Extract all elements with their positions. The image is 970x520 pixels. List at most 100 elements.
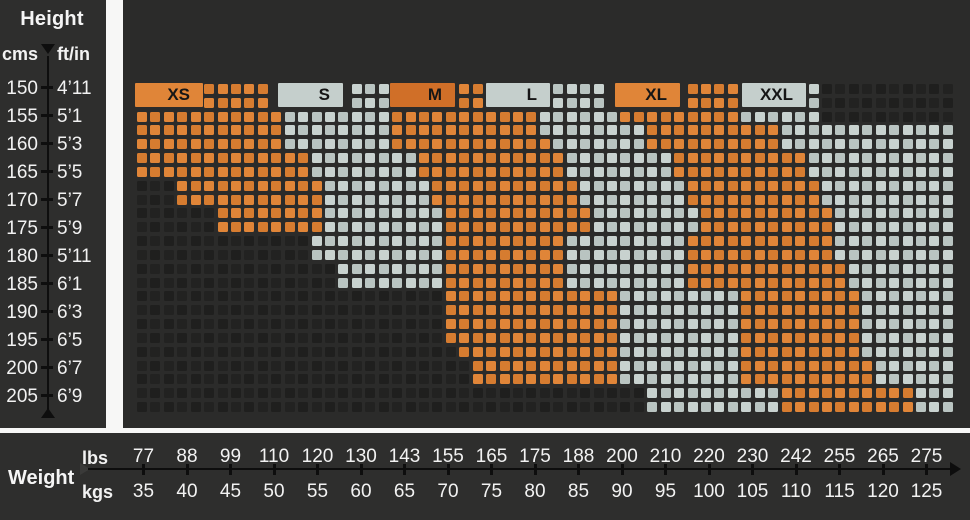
grid-cell	[593, 208, 604, 219]
grid-cell	[486, 125, 497, 136]
grid-cell	[741, 402, 752, 413]
height-unit-ftin: ft/in	[57, 44, 90, 64]
grid-cell	[392, 180, 403, 191]
grid-cell	[607, 332, 618, 343]
grid-cell	[486, 194, 497, 205]
grid-cell	[727, 194, 738, 205]
grid-cell	[821, 125, 832, 136]
grid-cell	[419, 319, 430, 330]
grid-cell	[526, 222, 537, 233]
grid-cell	[633, 166, 644, 177]
grid-cell	[244, 180, 255, 191]
grid-cell	[593, 236, 604, 247]
grid-cell	[231, 360, 241, 371]
grid-cell	[257, 374, 268, 385]
weight-lbs-value: 275	[910, 446, 943, 467]
weight-unit-kgs: kgs	[82, 482, 114, 502]
grid-cell	[284, 180, 295, 191]
grid-cell	[365, 249, 376, 260]
weight-kgs-value: 40	[176, 481, 198, 502]
grid-cell	[553, 346, 564, 357]
grid-cell	[298, 360, 309, 371]
grid-cell	[405, 360, 416, 371]
grid-cell	[647, 374, 658, 385]
grid-cell	[298, 208, 309, 219]
grid-cell	[620, 180, 631, 191]
grid-cell	[687, 263, 698, 274]
grid-cell	[848, 319, 859, 330]
grid-cell	[580, 388, 591, 399]
grid-cell	[378, 125, 389, 136]
grid-cell	[257, 125, 268, 136]
grid-cell	[848, 97, 859, 108]
grid-cell	[271, 291, 282, 302]
grid-cell	[902, 374, 913, 385]
weight-lbs-value: 130	[345, 446, 377, 467]
grid-cell	[472, 360, 483, 371]
grid-cell	[392, 153, 403, 164]
grid-cell	[768, 319, 779, 330]
grid-cell	[217, 194, 228, 205]
grid-cell	[687, 277, 698, 288]
grid-cell	[311, 194, 322, 205]
grid-cell	[566, 346, 577, 357]
grid-cell	[351, 166, 362, 177]
grid-cell	[942, 166, 953, 177]
grid-cell	[338, 111, 349, 122]
grid-cell	[701, 319, 712, 330]
grid-cell	[781, 332, 792, 343]
grid-cell	[808, 263, 819, 274]
grid-cell	[284, 263, 295, 274]
grid-cell	[902, 180, 913, 191]
grid-cell	[204, 180, 215, 191]
grid-cell	[593, 374, 604, 385]
grid-cell	[795, 208, 806, 219]
grid-cell	[190, 277, 201, 288]
grid-cell	[566, 374, 577, 385]
grid-cell	[915, 277, 926, 288]
grid-cell	[835, 249, 846, 260]
grid-cell	[190, 208, 201, 219]
grid-cell	[580, 291, 591, 302]
grid-cell	[217, 291, 228, 302]
grid-cell	[875, 249, 886, 260]
grid-cell	[727, 249, 738, 260]
weight-lbs-value: 120	[301, 446, 334, 467]
grid-cell	[378, 84, 389, 94]
grid-cell	[687, 332, 698, 343]
grid-cell	[607, 111, 618, 122]
grid-cell	[768, 346, 779, 357]
grid-cell	[338, 374, 349, 385]
height-cms-value: 200	[6, 358, 38, 379]
grid-cell	[311, 166, 322, 177]
grid-cell	[942, 139, 953, 150]
grid-cell	[459, 139, 470, 150]
grid-cell	[311, 291, 322, 302]
grid-cell	[351, 360, 362, 371]
grid-cell	[459, 111, 470, 122]
grid-cell	[311, 222, 322, 233]
grid-cell	[150, 249, 161, 260]
grid-cell	[660, 346, 671, 357]
grid-cell	[633, 305, 644, 316]
grid-cell	[795, 332, 806, 343]
grid-cell	[701, 263, 712, 274]
grid-cell	[137, 346, 147, 357]
grid-cell	[647, 153, 658, 164]
grid-cell	[177, 277, 188, 288]
grid-cell	[163, 194, 174, 205]
grid-cell	[848, 111, 859, 122]
grid-cell	[821, 208, 832, 219]
height-row: 190 6’3	[0, 302, 106, 323]
grid-cell	[405, 319, 416, 330]
grid-cell	[445, 125, 456, 136]
grid-cell	[432, 249, 443, 260]
weight-lbs-value: 210	[649, 446, 682, 467]
grid-cell	[620, 139, 631, 150]
grid-cell	[539, 305, 550, 316]
grid-cell	[647, 319, 658, 330]
grid-cell	[875, 180, 886, 191]
grid-cell	[647, 125, 658, 136]
grid-cell	[889, 305, 900, 316]
grid-cell	[754, 374, 765, 385]
